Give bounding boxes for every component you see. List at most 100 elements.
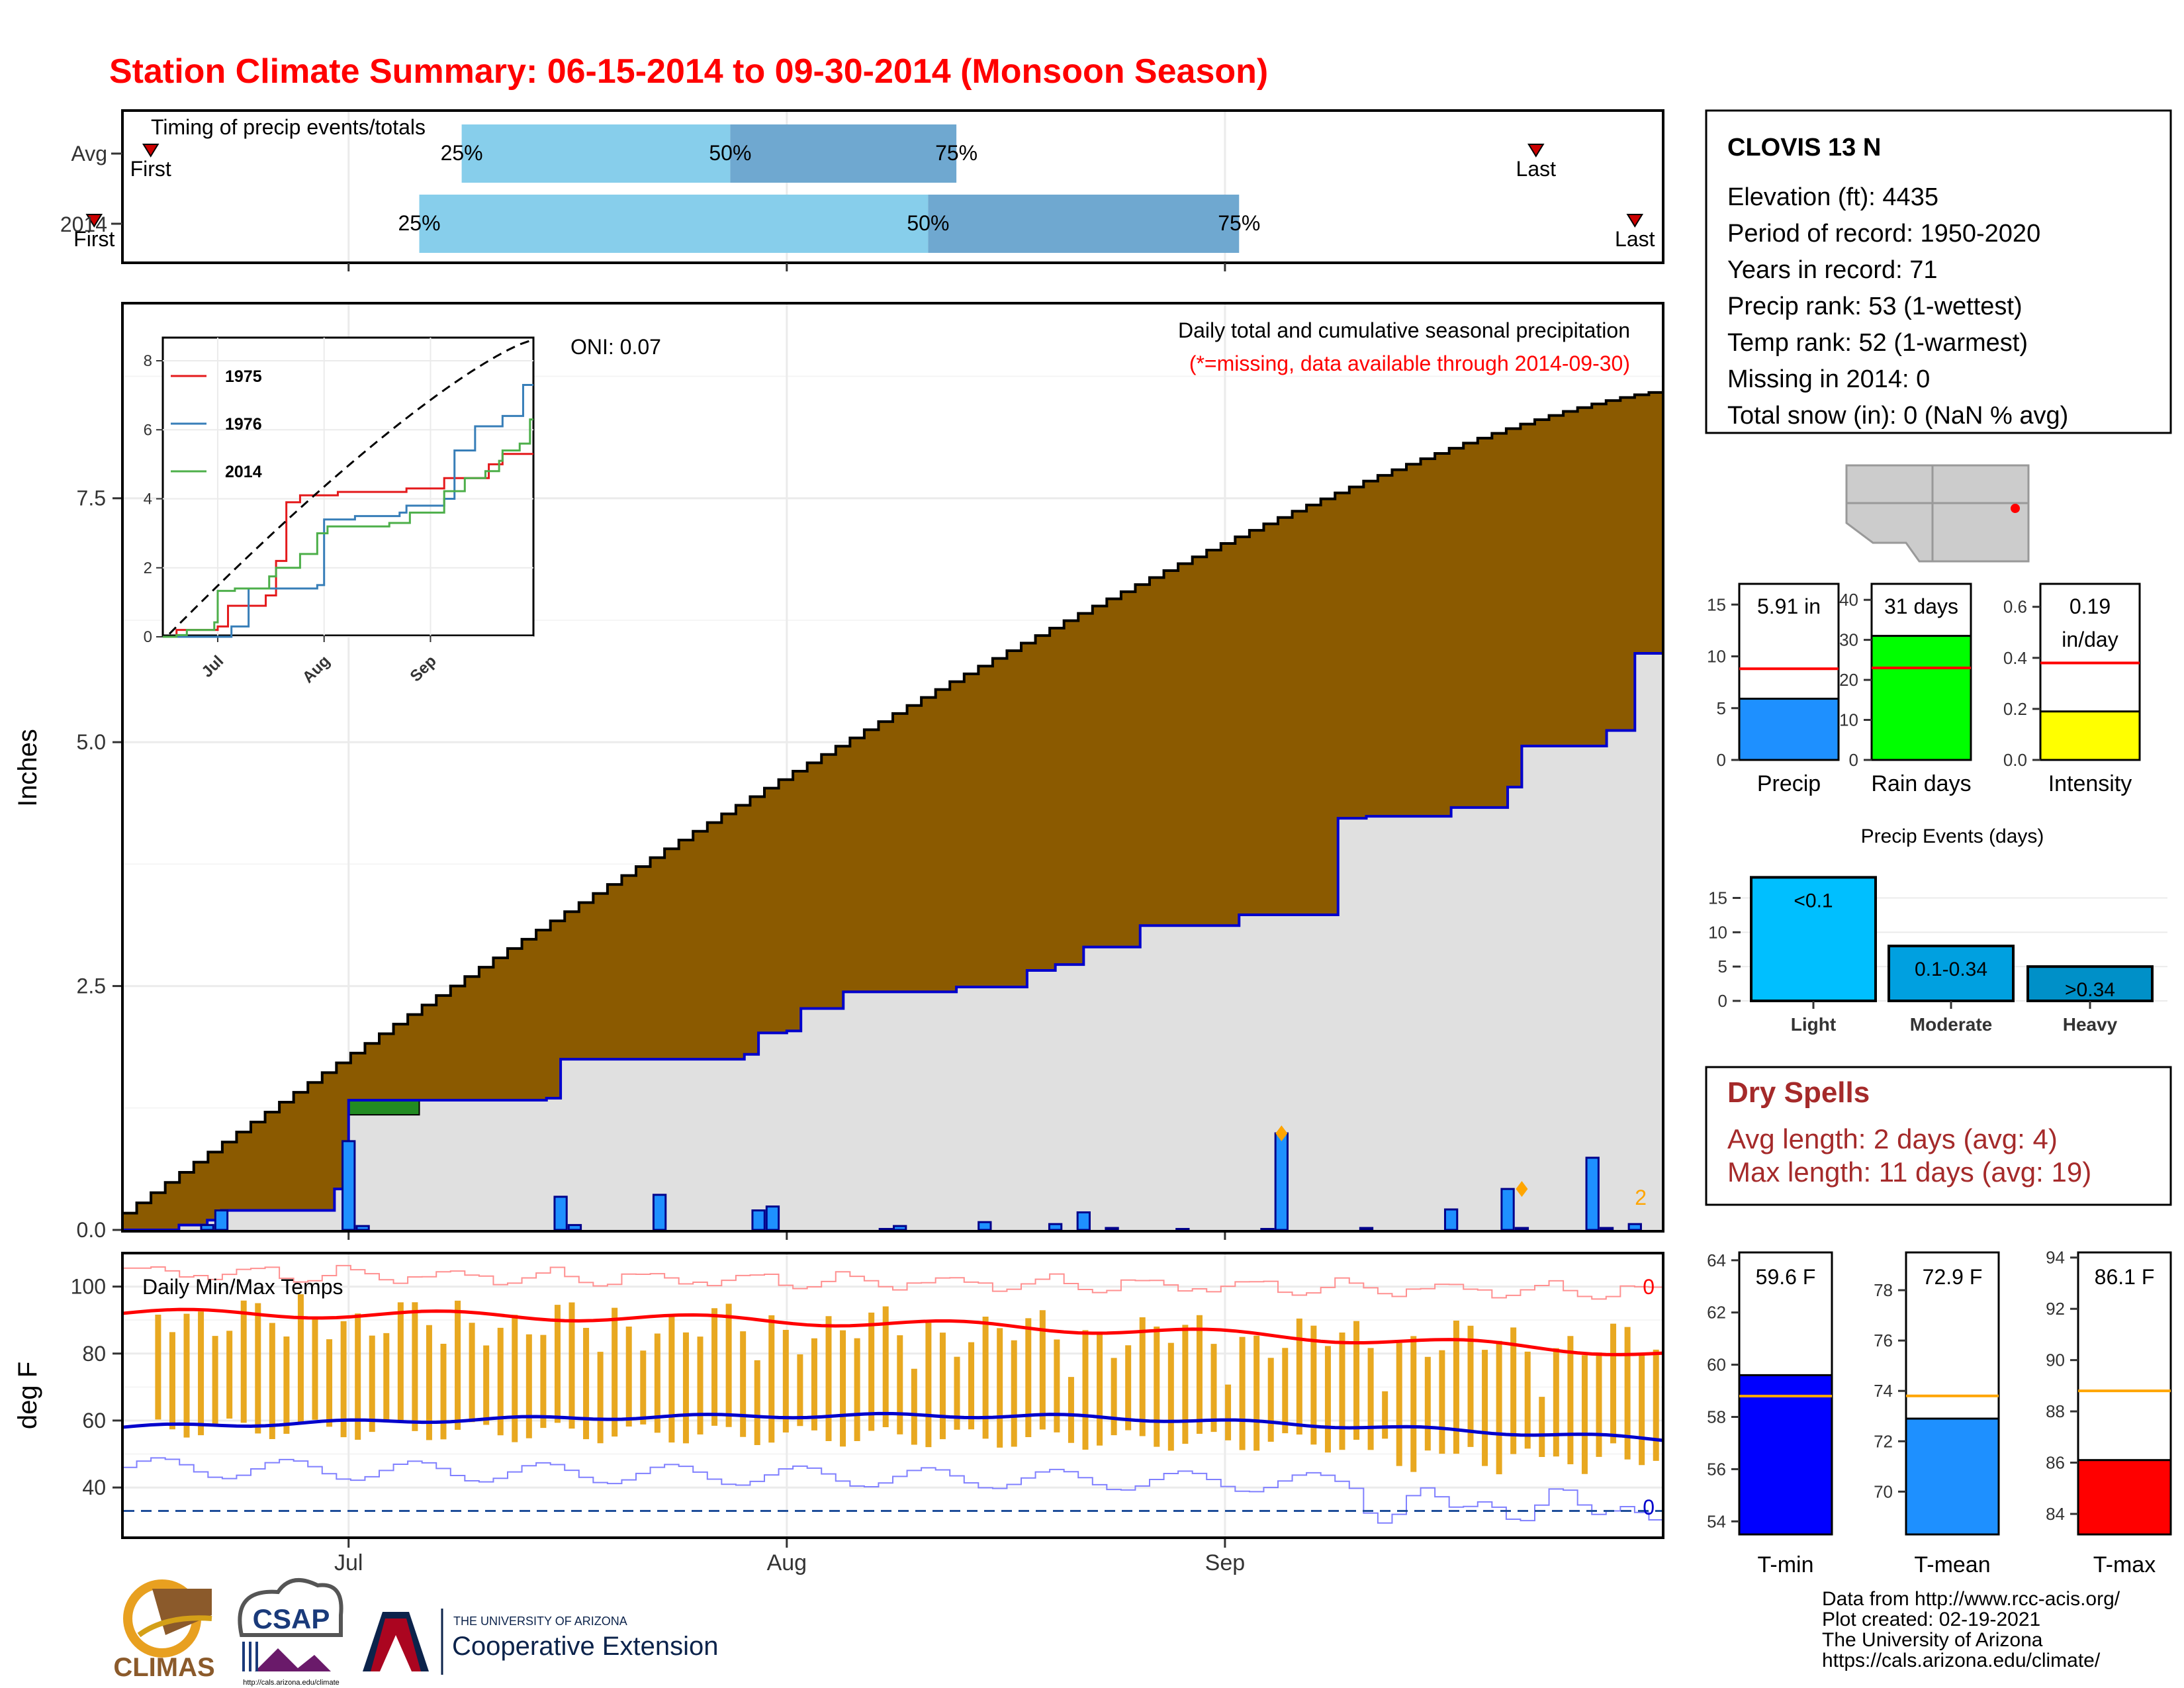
last-event-label: Last <box>1516 157 1557 181</box>
missing-count: 2 <box>1635 1186 1647 1209</box>
dry-spells-title: Dry Spells <box>1727 1076 1870 1109</box>
summary-bar-label: Rain days <box>1871 771 1971 796</box>
footer-line-3: The University of Arizona <box>1822 1629 2043 1651</box>
inset-legend-label: 1976 <box>225 415 262 434</box>
summary-bar-ytick-label: 0.0 <box>2003 750 2027 770</box>
station-info-line: Years in record: 71 <box>1727 256 1938 284</box>
temp-bar-charts: 59.6 F T-min 54 56 58 60 62 64 72.9 F T-mean 70 72 7… <box>1707 1248 2172 1577</box>
temp-bar-ytick-label: 86 <box>2046 1453 2065 1473</box>
summary-bar-value-label: 0.19 <box>2070 594 2111 618</box>
temp-bar-ytick-label: 94 <box>2046 1248 2065 1268</box>
location-map <box>1845 463 2030 563</box>
average-max-temp-line <box>122 1307 1664 1356</box>
above-average-area <box>347 1100 420 1116</box>
timing-bar-q25-q50 <box>419 195 929 253</box>
precip-ylabel: Inches <box>13 729 42 807</box>
summary-bar-ytick-label: 0 <box>1717 750 1726 770</box>
daily-precip-bar <box>1048 1223 1063 1231</box>
timing-q75-label: 75% <box>1218 211 1260 235</box>
timing-q50-label: 50% <box>907 211 949 235</box>
precip-events-title: Precip Events (days) <box>1861 825 2044 847</box>
timing-bar-q25-q50 <box>461 124 731 183</box>
summary-bar-ytick-label: 0 <box>1849 750 1858 770</box>
temp-bar-ytick-label: 62 <box>1707 1303 1726 1323</box>
daily-precip-bar <box>1599 1227 1614 1231</box>
timing-q25-label: 25% <box>398 211 440 235</box>
daily-precip-bar <box>1514 1227 1529 1231</box>
temp-bar-value-label: 86.1 F <box>2095 1265 2155 1289</box>
csap-logo-text: CSAP <box>253 1603 330 1634</box>
temp-bar-ytick-label: 88 <box>2046 1401 2065 1421</box>
summary-bar-value-label: 5.91 in <box>1757 594 1821 618</box>
daily-precip-bar <box>751 1209 766 1231</box>
inset-ytick-label: 8 <box>144 352 152 370</box>
footer-line-4: https://cals.arizona.edu/climate/ <box>1822 1650 2101 1671</box>
timing-row-label-avg: Avg <box>71 142 107 165</box>
inset-legend-label: 1975 <box>225 367 262 386</box>
daily-precip-bar <box>1443 1208 1459 1231</box>
temp-bar <box>2077 1459 2172 1536</box>
daily-precip-bar <box>1359 1227 1374 1231</box>
date-axis-label: Aug <box>767 1550 807 1575</box>
observed-cumulative-line <box>122 652 1663 1231</box>
date-axis-label: Sep <box>1205 1550 1246 1575</box>
inset-average-line <box>168 339 533 635</box>
station-info-line: Total snow (in): 0 (NaN % avg) <box>1727 402 2068 430</box>
daily-precip-bar <box>1627 1223 1642 1231</box>
events-ytick-label: 5 <box>1718 957 1727 976</box>
timing-q50-label: 50% <box>709 141 751 165</box>
timing-title: Timing of precip events/totals <box>151 115 426 139</box>
inset-ytick-label: 4 <box>144 491 152 508</box>
temp-bar-ytick-label: 60 <box>1707 1355 1726 1375</box>
precip-ytick-label: 5.0 <box>77 730 106 754</box>
extreme-event-marker <box>1275 1125 1288 1142</box>
summary-bar <box>1870 635 1972 761</box>
last-event-marker <box>1527 144 1545 158</box>
summary-bar-ytick-label: 20 <box>1839 670 1858 690</box>
observed-cumulative-area <box>122 653 1663 1230</box>
station-info-line: Period of record: 1950-2020 <box>1727 220 2040 248</box>
summary-bar-label: Intensity <box>2048 771 2132 796</box>
precip-event-category-label: Moderate <box>1910 1014 1992 1035</box>
precip-panel: 0.0 2.5 5.0 7.5 Inches ONI: 0.07 Daily tota… <box>13 302 1664 1242</box>
events-ytick-label: 0 <box>1718 991 1727 1011</box>
temp-ytick-label: 100 <box>71 1275 106 1299</box>
inset-ytick-label: 0 <box>144 628 152 646</box>
daily-precip-bar <box>1585 1156 1600 1231</box>
precip-event-bar-label: >0.34 <box>2065 979 2115 1001</box>
precip-caption: Daily total and cumulative seasonal prec… <box>1178 318 1630 342</box>
timing-q75-label: 75% <box>935 141 978 165</box>
temp-bar-label: T-max <box>2093 1552 2156 1577</box>
daily-precip-bar <box>765 1205 780 1231</box>
station-location-marker <box>2011 504 2020 513</box>
page-title: Station Climate Summary: 06-15-2014 to 0… <box>109 52 1268 91</box>
temp-ytick-label: 40 <box>82 1476 106 1499</box>
station-info-line: Temp rank: 52 (1-warmest) <box>1727 329 2028 357</box>
summary-bar-ytick-label: 0.6 <box>2003 597 2027 617</box>
temp-title: Daily Min/Max Temps <box>142 1275 343 1299</box>
temp-bar-label: T-min <box>1758 1552 1814 1577</box>
dry-spells-avg: Avg length: 2 days (avg: 4) <box>1727 1123 2058 1154</box>
events-ytick-label: 10 <box>1708 922 1727 942</box>
temp-panel: 40 60 80 100 Daily Min/Max Temps deg F 0 0 <box>13 1252 1664 1539</box>
precip-event-category-label: Heavy <box>2063 1014 2118 1035</box>
daily-precip-bar <box>567 1224 582 1231</box>
precip-event-bar <box>1750 876 1877 1002</box>
extreme-event-marker <box>1516 1181 1528 1197</box>
temp-bar-value-label: 72.9 F <box>1923 1265 1983 1289</box>
daily-precip-bar <box>1500 1188 1515 1231</box>
temp-bar-ytick-label: 54 <box>1707 1511 1726 1531</box>
station-info-line: Elevation (ft): 4435 <box>1727 183 1938 211</box>
temp-min-count: 0 <box>1643 1495 1655 1519</box>
csap-logo: CSAP http://cals.arizona.edu/climate <box>238 1578 343 1687</box>
last-event-marker <box>1626 214 1644 228</box>
footer-credits: Data from http://www.rcc-acis.org/ Plot … <box>1822 1588 2120 1671</box>
precip-ytick-label: 0.0 <box>77 1218 106 1242</box>
daily-precip-bar <box>355 1225 370 1231</box>
footer-line-1: Data from http://www.rcc-acis.org/ <box>1822 1588 2120 1610</box>
inset-legend-label: 2014 <box>225 463 262 481</box>
ua-logo-small-text: THE UNIVERSITY OF ARIZONA <box>453 1615 627 1628</box>
temp-bar-ytick-label: 90 <box>2046 1350 2065 1370</box>
timing-bar-q50-q75 <box>928 195 1240 253</box>
inset-ytick-label: 6 <box>144 421 152 439</box>
